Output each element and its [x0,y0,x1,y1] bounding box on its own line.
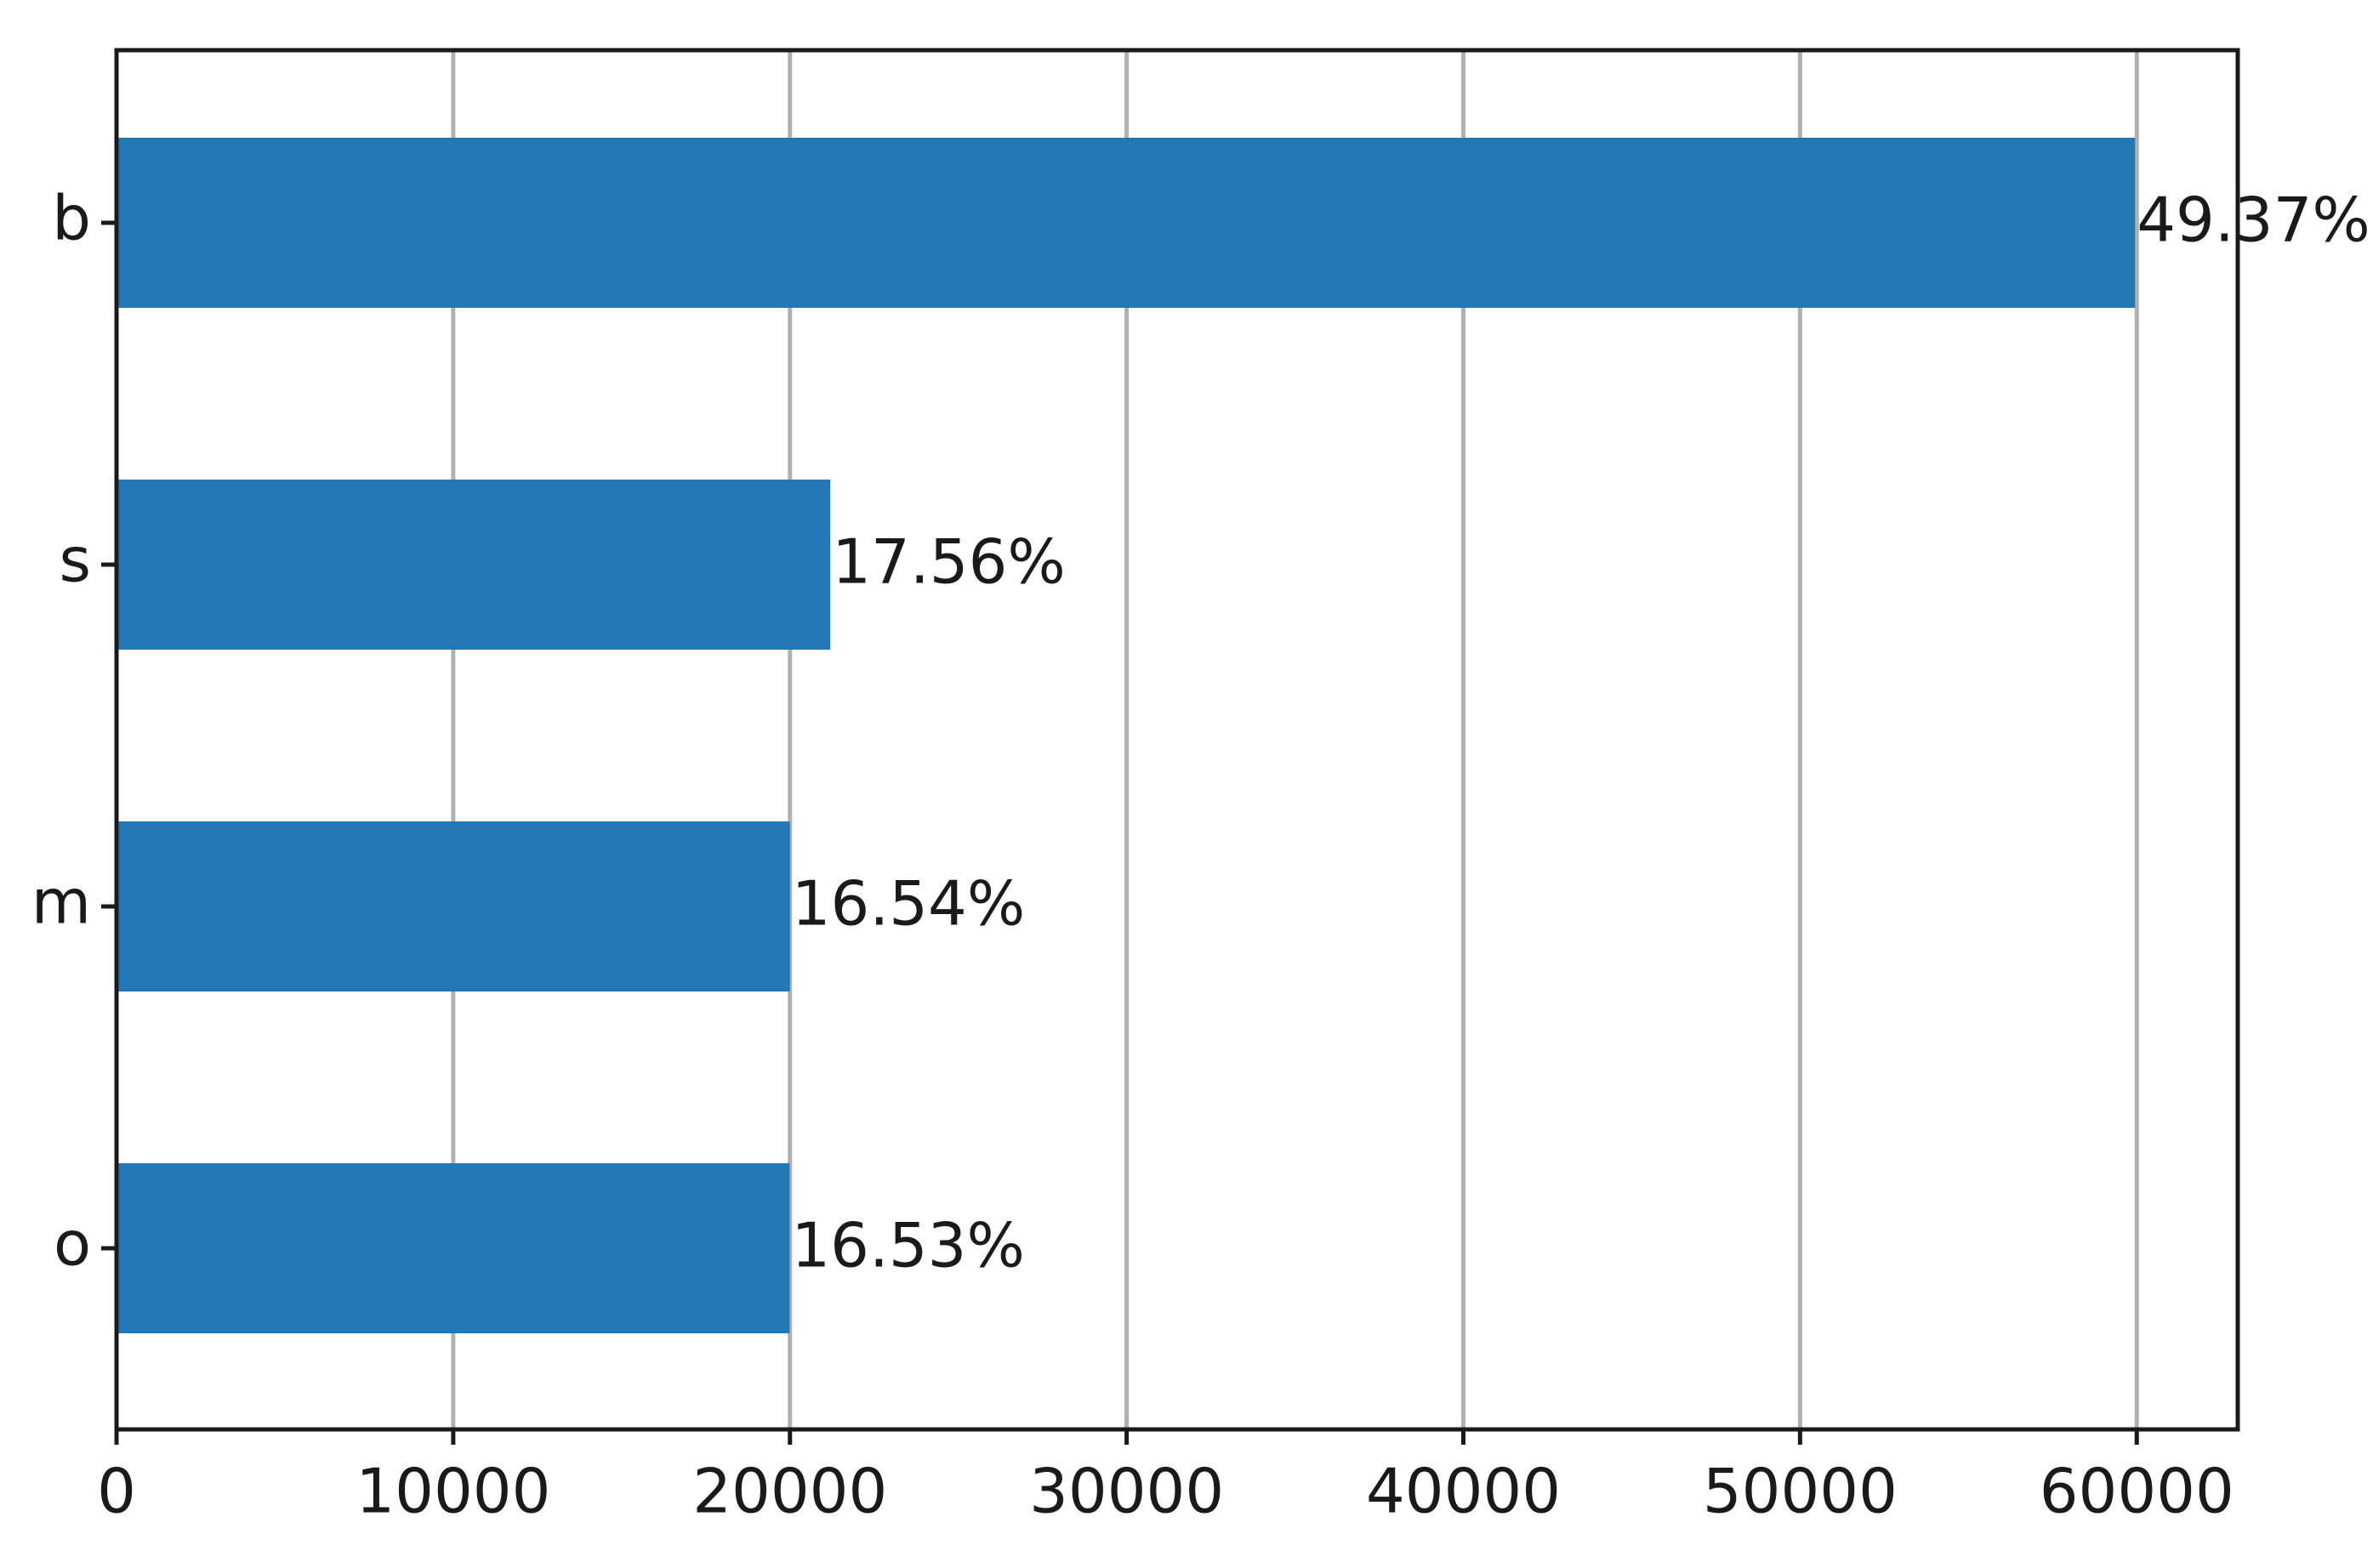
bar [117,138,2136,308]
value-label: 16.53% [791,1210,1025,1281]
x-tick-label: 10000 [356,1456,550,1527]
bar [117,821,790,991]
x-tick-label: 20000 [692,1456,887,1527]
x-tick-label: 50000 [1703,1456,1898,1527]
x-tick-label: 0 [97,1456,136,1527]
y-tick-label: s [59,525,91,596]
value-label: 16.54% [792,868,1026,940]
y-tick-label: m [31,866,91,938]
plot-frame [114,48,2240,1432]
value-label: 17.56% [832,526,1066,598]
x-tick-label: 60000 [2040,1456,2234,1527]
y-tick-label: b [52,183,91,254]
value-label: 49.37% [2137,185,2370,256]
y-tick-label: o [54,1208,91,1280]
x-tick-label: 40000 [1366,1456,1561,1527]
bar [117,480,831,650]
x-tick-label: 30000 [1029,1456,1224,1527]
bar [117,1163,790,1333]
